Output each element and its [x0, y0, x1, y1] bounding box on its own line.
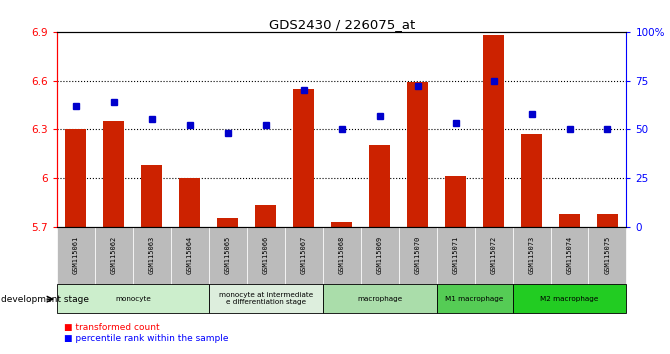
Text: GSM115071: GSM115071	[453, 235, 458, 274]
Bar	[399, 227, 437, 285]
Text: M2 macrophage: M2 macrophage	[540, 296, 599, 302]
Bar	[360, 227, 399, 285]
Text: GSM115072: GSM115072	[490, 235, 496, 274]
Text: ■ transformed count: ■ transformed count	[64, 323, 159, 332]
Bar	[513, 284, 626, 313]
Bar	[588, 227, 626, 285]
Bar	[331, 222, 352, 227]
Bar	[369, 145, 390, 227]
Text: monocyte: monocyte	[115, 296, 151, 302]
Text: GSM115070: GSM115070	[415, 235, 421, 274]
Bar	[255, 205, 276, 227]
Text: monocyte at intermediate
e differentiation stage: monocyte at intermediate e differentiati…	[218, 292, 313, 305]
Bar	[103, 121, 125, 227]
Bar	[209, 284, 323, 313]
Bar	[521, 134, 542, 227]
Bar	[407, 82, 428, 227]
Bar	[551, 227, 588, 285]
Text: GSM115068: GSM115068	[339, 235, 344, 274]
Bar	[474, 227, 513, 285]
Text: M1 macrophage: M1 macrophage	[446, 296, 504, 302]
Bar	[133, 227, 171, 285]
Bar	[180, 178, 200, 227]
Text: GSM115067: GSM115067	[301, 235, 307, 274]
Bar	[57, 227, 95, 285]
Text: GSM115063: GSM115063	[149, 235, 155, 274]
Bar	[559, 213, 580, 227]
Text: ■ percentile rank within the sample: ■ percentile rank within the sample	[64, 333, 228, 343]
Bar	[437, 284, 513, 313]
Text: GSM115062: GSM115062	[111, 235, 117, 274]
Bar	[209, 227, 247, 285]
Bar	[141, 165, 162, 227]
Bar	[597, 213, 618, 227]
Bar	[171, 227, 209, 285]
Bar	[95, 227, 133, 285]
Bar	[483, 35, 504, 227]
Bar	[293, 88, 314, 227]
Text: macrophage: macrophage	[357, 296, 402, 302]
Text: GSM115061: GSM115061	[73, 235, 79, 274]
Bar	[445, 176, 466, 227]
Text: GSM115066: GSM115066	[263, 235, 269, 274]
Bar	[247, 227, 285, 285]
Text: GSM115069: GSM115069	[377, 235, 383, 274]
Text: GSM115064: GSM115064	[187, 235, 193, 274]
Text: development stage: development stage	[1, 295, 88, 304]
Bar	[323, 284, 437, 313]
Text: GSM115065: GSM115065	[225, 235, 230, 274]
Text: GSM115075: GSM115075	[604, 235, 610, 274]
Bar	[323, 227, 360, 285]
Text: GSM115074: GSM115074	[567, 235, 572, 274]
Bar	[285, 227, 323, 285]
Bar	[437, 227, 474, 285]
Bar	[513, 227, 551, 285]
Text: GSM115073: GSM115073	[529, 235, 535, 274]
Bar	[217, 218, 239, 227]
Bar	[57, 284, 209, 313]
Bar	[66, 129, 86, 227]
Title: GDS2430 / 226075_at: GDS2430 / 226075_at	[269, 18, 415, 31]
